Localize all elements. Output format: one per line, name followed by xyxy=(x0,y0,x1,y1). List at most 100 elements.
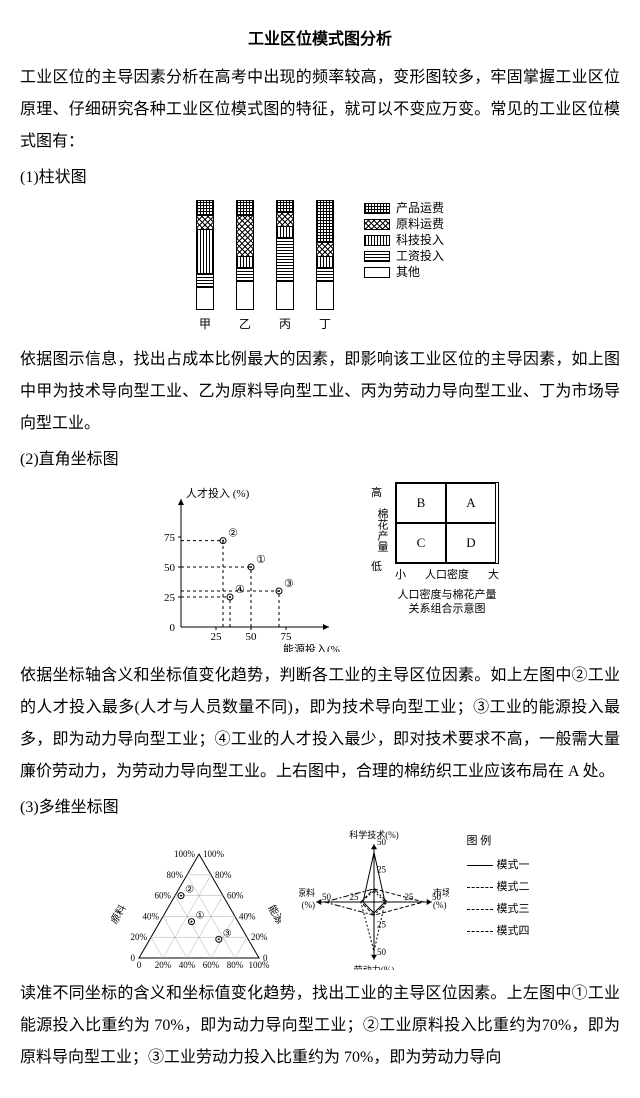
svg-text:能源: 能源 xyxy=(265,902,281,926)
quadrant-grid: BACD xyxy=(395,482,499,564)
bar-column: 丙 xyxy=(276,200,294,336)
svg-text:50: 50 xyxy=(246,631,258,643)
svg-text:劳动力(%): 劳动力(%) xyxy=(353,964,394,970)
svg-text:50: 50 xyxy=(322,892,332,902)
legend-row: 模式二 xyxy=(467,876,530,898)
svg-text:②: ② xyxy=(228,528,238,540)
ternary-chart: 00020%20%20%40%40%40%60%60%60%80%80%80%1… xyxy=(111,830,281,970)
svg-text:(%): (%) xyxy=(433,900,447,910)
svg-text:②: ② xyxy=(185,885,194,896)
svg-text:③: ③ xyxy=(222,928,231,939)
legend-line xyxy=(467,909,493,910)
section-3-heading: (3)多维坐标图 xyxy=(20,792,620,824)
legend-line xyxy=(467,931,493,932)
radar-legend: 图 例模式一模式二模式三模式四 xyxy=(467,830,530,942)
svg-text:0: 0 xyxy=(136,960,141,970)
quadrant-cell: A xyxy=(446,483,496,523)
svg-text:科学技术(%): 科学技术(%) xyxy=(349,830,399,840)
legend-label: 模式二 xyxy=(497,876,530,898)
svg-text:60%: 60% xyxy=(154,891,171,901)
svg-text:50: 50 xyxy=(164,562,176,574)
section-2-text: 依据坐标轴含义和坐标值变化趋势，判断各工业的主导区位因素。如上左图中②工业的人才… xyxy=(20,660,620,788)
quadrant-cell: C xyxy=(396,523,446,563)
bar-column: 乙 xyxy=(236,200,254,336)
svg-text:75: 75 xyxy=(281,631,293,643)
legend-row: 模式一 xyxy=(467,854,530,876)
legend-title: 图 例 xyxy=(467,830,530,852)
svg-text:①: ① xyxy=(195,911,204,922)
svg-text:60%: 60% xyxy=(227,891,244,901)
section-2-heading: (2)直角坐标图 xyxy=(20,444,620,476)
svg-text:(%): (%) xyxy=(301,900,315,910)
bar-label: 丙 xyxy=(279,312,291,336)
bar-label: 甲 xyxy=(199,312,211,336)
svg-text:50: 50 xyxy=(377,947,387,957)
svg-text:40%: 40% xyxy=(239,911,256,921)
bar-column: 丁 xyxy=(316,200,334,336)
x-axis-label: 人口密度 xyxy=(425,564,469,586)
svg-text:0: 0 xyxy=(130,953,135,963)
x-high-label: 大 xyxy=(488,564,499,586)
legend-swatch xyxy=(364,251,390,262)
legend-label: 模式一 xyxy=(497,854,530,876)
svg-text:③: ③ xyxy=(284,578,294,590)
legend-swatch xyxy=(364,267,390,278)
svg-text:80%: 80% xyxy=(166,870,183,880)
legend-swatch xyxy=(364,219,390,230)
svg-text:40%: 40% xyxy=(142,911,159,921)
svg-text:①: ① xyxy=(256,554,266,566)
intro-paragraph: 工业区位的主导因素分析在高考中出现的频率较高，变形图较多，牢固掌握工业区位原理、… xyxy=(20,62,620,158)
svg-text:原料: 原料 xyxy=(299,887,315,898)
svg-text:20%: 20% xyxy=(154,960,171,970)
legend-row: 模式三 xyxy=(467,898,530,920)
section-1-text: 依据图示信息，找出占成本比例最大的因素，即影响该工业区位的主导因素，如上图中甲为… xyxy=(20,344,620,440)
svg-text:75: 75 xyxy=(164,532,176,544)
legend-swatch xyxy=(364,235,390,246)
svg-text:100%: 100% xyxy=(174,849,196,859)
svg-text:能源投入(%): 能源投入(%) xyxy=(283,642,341,652)
stacked-bar-chart: 甲乙丙丁 xyxy=(196,200,334,336)
figure-2: 25 25 50 50 75 75 0 人才投入 (%) 能源投入(%) ① ② ③ ④ 高 棉花产量 … xyxy=(20,482,620,652)
quadrant-cell: D xyxy=(446,523,496,563)
svg-text:原料: 原料 xyxy=(111,902,129,926)
bar-label: 乙 xyxy=(239,312,251,336)
scatter-chart: 25 25 50 50 75 75 0 人才投入 (%) 能源投入(%) ① ② ③ ④ xyxy=(141,482,341,652)
section-1-heading: (1)柱状图 xyxy=(20,162,620,194)
svg-text:25: 25 xyxy=(164,592,176,604)
svg-text:100%: 100% xyxy=(248,960,270,970)
legend-line xyxy=(467,887,493,888)
legend-swatch xyxy=(364,203,390,214)
y-low-label: 低 xyxy=(371,556,393,578)
legend-label: 模式四 xyxy=(497,920,530,942)
figure-1: 甲 乙 丙 丁 产品运费原料运费科技投入工资投入其他 xyxy=(20,200,620,336)
y-high-label: 高 xyxy=(371,482,393,504)
x-low-label: 小 xyxy=(395,564,406,586)
svg-text:人才投入 (%): 人才投入 (%) xyxy=(186,486,250,500)
svg-text:25: 25 xyxy=(211,631,223,643)
svg-text:100%: 100% xyxy=(203,849,225,859)
svg-text:80%: 80% xyxy=(226,960,243,970)
bar-label: 丁 xyxy=(319,312,331,336)
legend-row: 模式四 xyxy=(467,920,530,942)
svg-text:0: 0 xyxy=(170,622,176,634)
legend-line xyxy=(467,865,493,866)
page-title: 工业区位模式图分析 xyxy=(20,24,620,56)
svg-text:25: 25 xyxy=(377,920,387,930)
section-3-text: 读准不同坐标的含义和坐标值变化趋势，找出工业的主导区位因素。上左图中①工业能源投… xyxy=(20,978,620,1074)
svg-text:市场: 市场 xyxy=(433,887,449,898)
svg-text:20%: 20% xyxy=(130,932,147,942)
svg-text:④: ④ xyxy=(235,584,245,596)
quadrant-caption: 人口密度与棉花产量关系组合示意图 xyxy=(395,588,499,617)
radar-chart: 5050505025252525科学技术(%)市场(%)劳动力(%)原料(%) xyxy=(299,830,449,970)
legend-label: 模式三 xyxy=(497,898,530,920)
svg-text:80%: 80% xyxy=(215,870,232,880)
y-axis-label: 棉花产量 xyxy=(371,508,393,552)
quadrant-chart: 高 棉花产量 低 BACD 小 人口密度 大 人口密度与棉花产量关系组合示意图 xyxy=(371,482,499,617)
svg-text:40%: 40% xyxy=(178,960,195,970)
bar-column: 甲 xyxy=(196,200,214,336)
stacked-bar-legend: 产品运费原料运费科技投入工资投入其他 xyxy=(364,200,444,280)
figure-3: 00020%20%20%40%40%40%60%60%60%80%80%80%1… xyxy=(20,830,620,970)
legend-label: 其他 xyxy=(396,260,420,284)
svg-text:20%: 20% xyxy=(251,932,268,942)
quadrant-cell: B xyxy=(396,483,446,523)
